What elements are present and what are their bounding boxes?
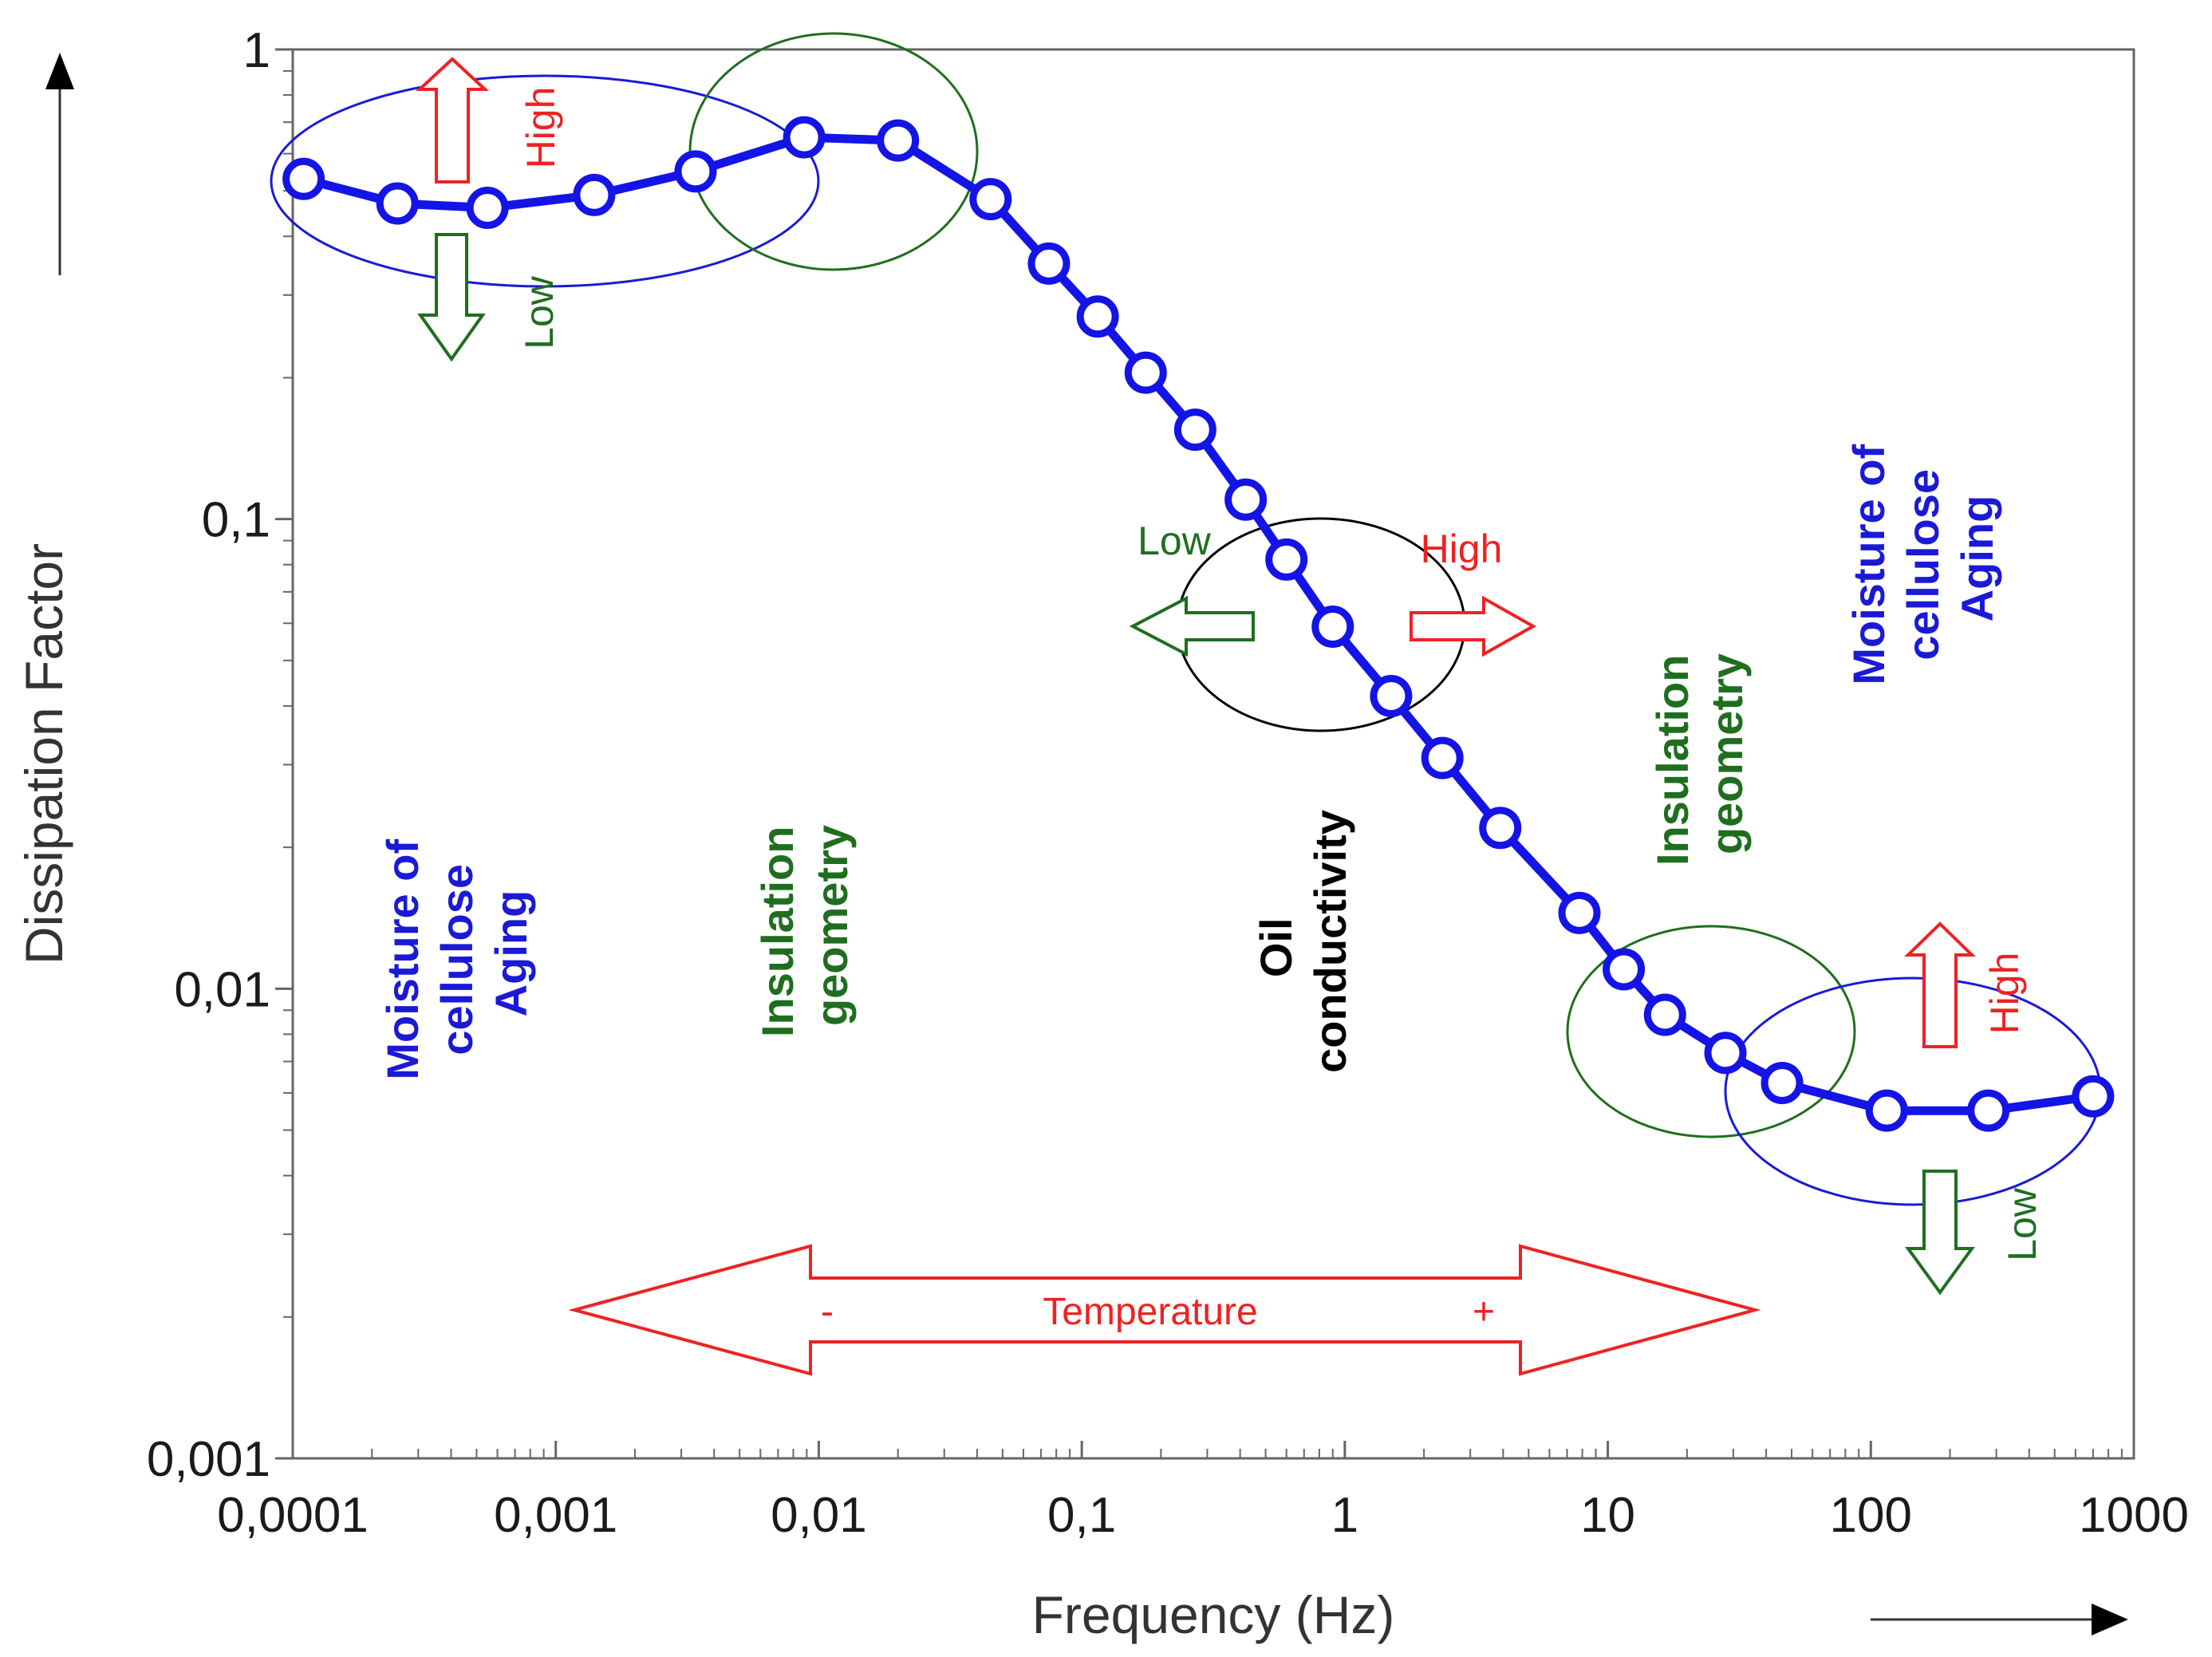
data-point — [1224, 478, 1268, 521]
low-arrow-down-right — [1905, 1170, 1975, 1296]
data-point — [1704, 1032, 1747, 1075]
low-arrow-down-left — [417, 233, 486, 362]
moisture-label-left: Moisture of cellulose Aging — [377, 827, 536, 1079]
high-label-right: High — [1982, 953, 2027, 1035]
data-point — [1265, 538, 1308, 581]
series-dissipation-factor — [282, 116, 2115, 1132]
geometry-label-right: Insulation geometry — [1647, 642, 1752, 866]
data-point — [282, 157, 325, 200]
x-tick-label: 0,01 — [771, 1488, 867, 1543]
data-point — [1643, 993, 1686, 1036]
data-point — [1124, 351, 1167, 394]
x-axis-title: Frequency (Hz) — [1032, 1585, 1395, 1644]
oil-conductivity-label: Oil conductivity — [1251, 810, 1355, 1073]
high-arrow-right-oil — [1410, 595, 1537, 657]
low-label-oil: Low — [1138, 519, 1212, 563]
high-label-oil: High — [1421, 527, 1503, 571]
geometry-region-right-ellipse — [1566, 925, 1856, 1138]
data-point — [969, 178, 1012, 221]
y-tick-label: 1 — [243, 23, 270, 78]
y-tick-label: 0,001 — [147, 1432, 270, 1487]
y-axis-title: Dissipation Factor — [14, 543, 73, 965]
x-tick-label: 1000 — [2079, 1488, 2189, 1543]
plot-area — [291, 48, 2135, 1460]
data-point — [573, 173, 616, 216]
low-arrow-left-oil — [1129, 595, 1255, 657]
data-point — [877, 119, 920, 162]
low-label-left: Low — [517, 275, 562, 349]
temperature-minus-label: - — [821, 1291, 834, 1333]
data-point — [376, 182, 419, 225]
temperature-label: Temperature — [1043, 1291, 1257, 1333]
y-tick-label: 0,01 — [174, 962, 270, 1017]
x-tick-label: 10 — [1580, 1488, 1635, 1543]
data-point — [674, 150, 717, 193]
data-point — [1603, 948, 1646, 991]
data-point — [783, 116, 826, 159]
x-direction-arrow — [1871, 1604, 2128, 1635]
data-point — [1761, 1061, 1804, 1104]
x-tick-label: 0,1 — [1047, 1488, 1116, 1543]
x-axis: 0,0001 0,001 0,01 0,1 1 10 100 1000 — [217, 1441, 2189, 1543]
data-point — [1311, 606, 1354, 649]
data-point — [1558, 891, 1601, 934]
x-tick-label: 100 — [1830, 1488, 1912, 1543]
temperature-double-arrow — [568, 1244, 1761, 1376]
y-axis: 0,001 0,01 0,1 1 — [147, 23, 293, 1487]
y-direction-arrow — [45, 53, 74, 275]
data-point — [1479, 807, 1522, 850]
geometry-region-left-ellipse — [688, 32, 979, 271]
data-point — [2072, 1075, 2115, 1118]
geometry-label-left: Insulation geometry — [752, 814, 857, 1037]
temperature-plus-label: + — [1473, 1291, 1495, 1333]
x-tick-label: 0,001 — [494, 1488, 617, 1543]
data-point — [1967, 1089, 2010, 1132]
data-point — [1865, 1089, 1908, 1132]
moisture-label-right: Moisture of cellulose Aging — [1843, 432, 2002, 684]
x-tick-label: 0,0001 — [217, 1488, 369, 1543]
x-tick-label: 1 — [1331, 1488, 1358, 1543]
data-point — [1370, 674, 1413, 717]
data-point — [1421, 736, 1464, 779]
high-arrow-up-left — [415, 57, 490, 183]
data-point — [1173, 408, 1216, 452]
high-arrow-up-right — [1904, 921, 1976, 1048]
moisture-region-left-ellipse — [270, 74, 820, 288]
y-tick-label: 0,1 — [202, 493, 270, 548]
high-label-left: High — [518, 87, 563, 169]
low-label-right: Low — [2000, 1187, 2044, 1261]
data-point — [1076, 295, 1119, 338]
data-point — [466, 187, 509, 230]
data-point — [1027, 242, 1071, 285]
